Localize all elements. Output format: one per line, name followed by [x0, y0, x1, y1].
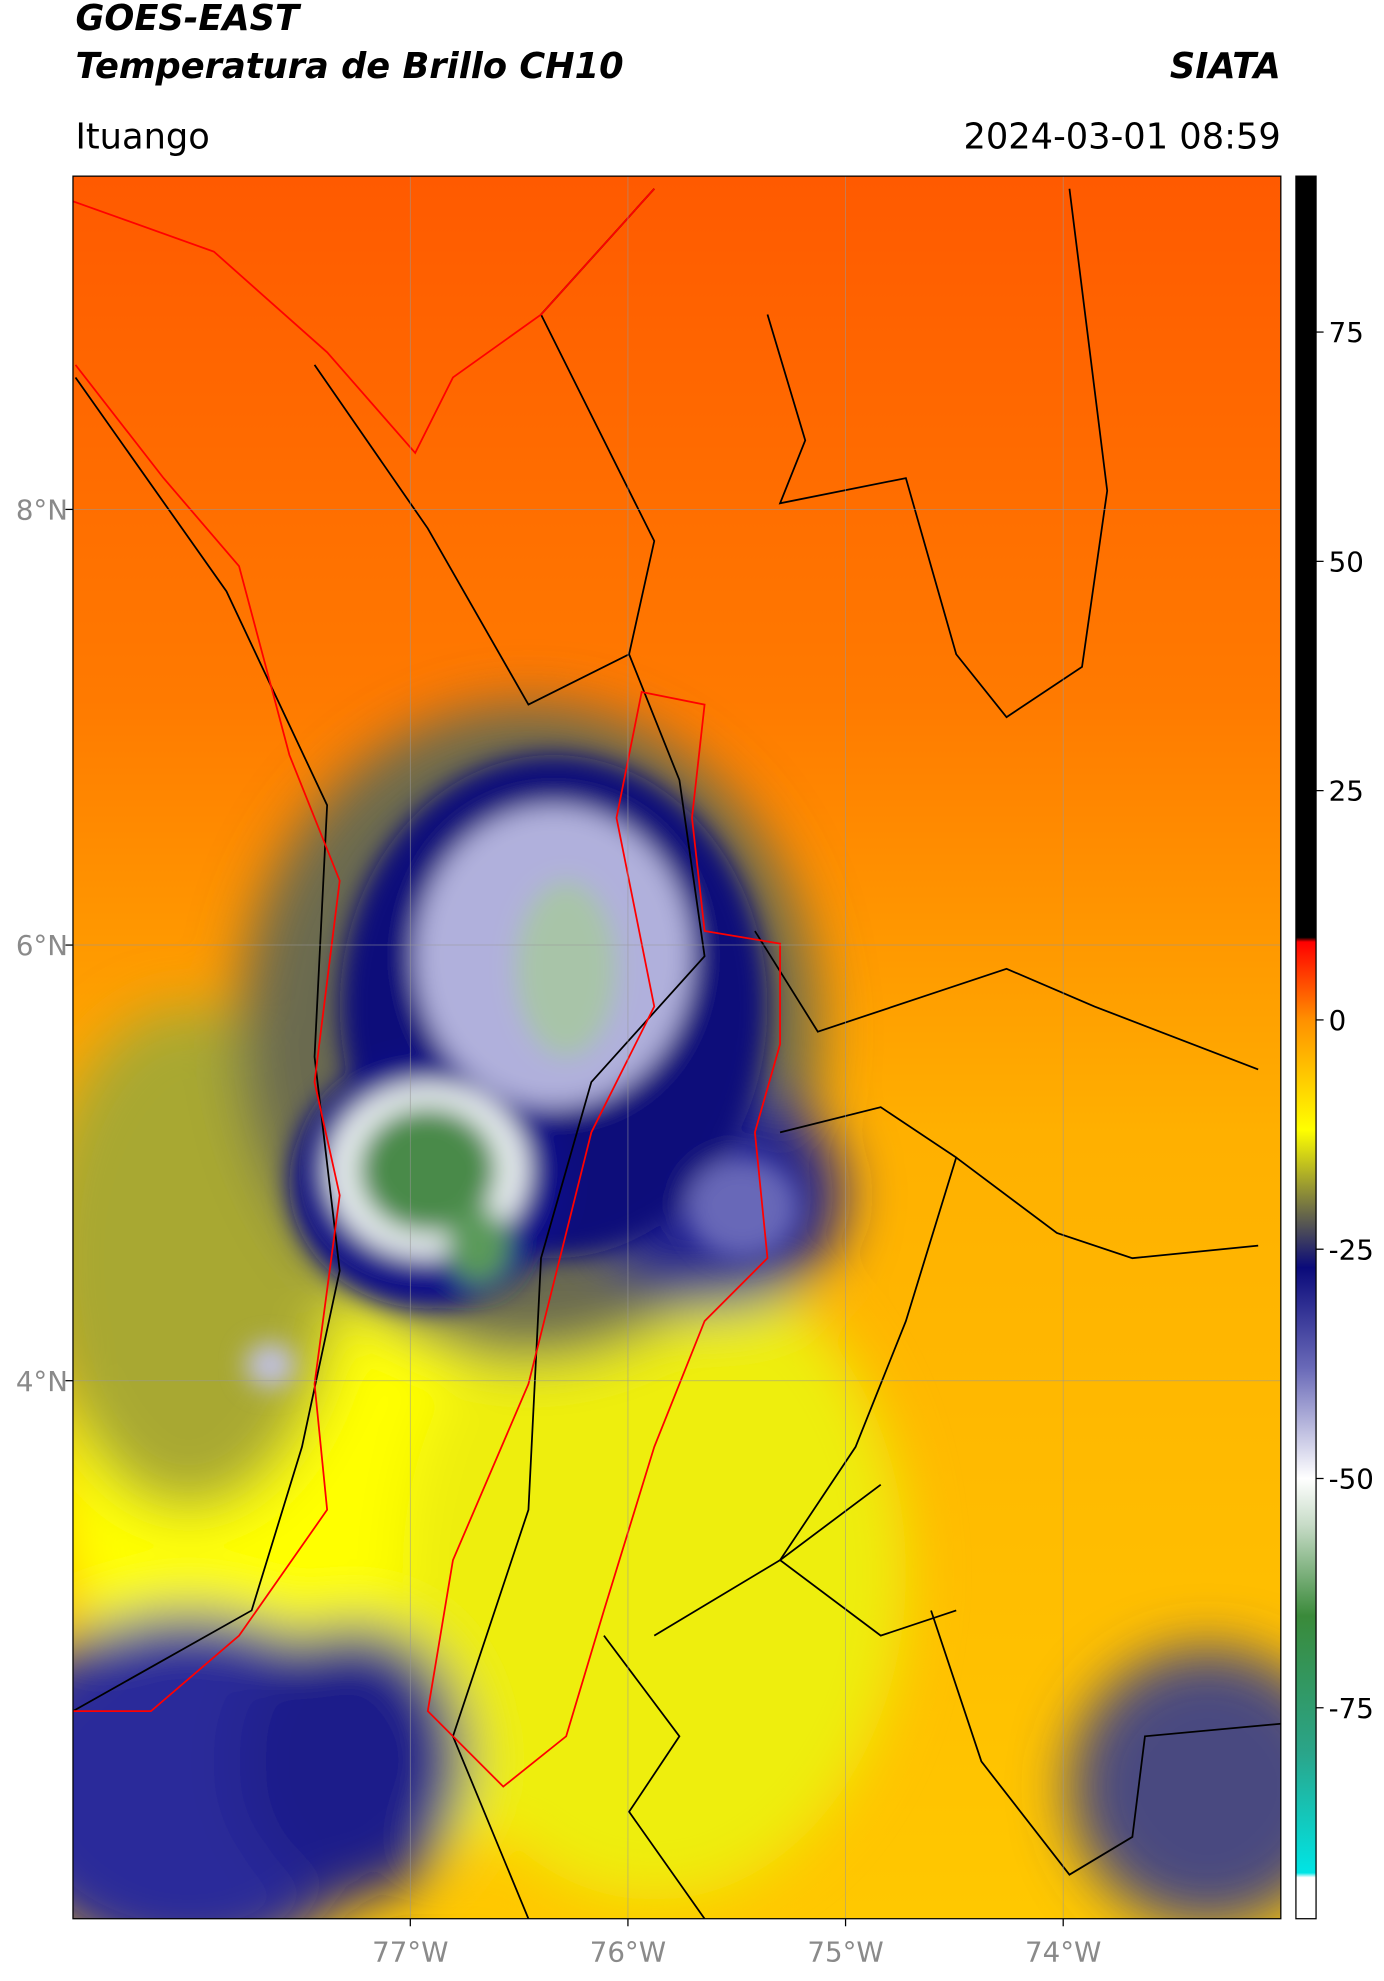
y-tick-label: 6°N — [16, 929, 68, 962]
colorbar-tick-label: 25 — [1329, 775, 1364, 808]
x-tick-label: 75°W — [807, 1935, 883, 1968]
colorbar-tick-label: 0 — [1329, 1004, 1347, 1037]
colorbar-tick-label: -75 — [1329, 1692, 1374, 1725]
colorbar — [1295, 175, 1317, 1920]
title: GOES-EAST — [75, 0, 302, 39]
colorbar-tick-label: 75 — [1329, 316, 1364, 349]
y-tick-label: 8°N — [16, 493, 68, 526]
colorbar-tick-label: -50 — [1329, 1463, 1374, 1496]
x-tick-label: 74°W — [1025, 1935, 1101, 1968]
x-tick-label: 76°W — [590, 1935, 666, 1968]
satellite-image — [72, 176, 1281, 1919]
source: SIATA — [1170, 46, 1281, 87]
x-tick-label: 77°W — [372, 1935, 448, 1968]
colorbar-tick-label: -25 — [1329, 1233, 1374, 1266]
graticule — [72, 176, 1281, 1919]
colorbar-tick-label: 50 — [1329, 545, 1364, 578]
location: Ituango — [75, 116, 209, 157]
map-frame — [72, 175, 1282, 1920]
y-tick-label: 4°N — [16, 1365, 68, 1398]
subtitle: Temperatura de Brillo CH10 — [75, 46, 623, 87]
timestamp: 2024-03-01 08:59 — [963, 116, 1280, 157]
